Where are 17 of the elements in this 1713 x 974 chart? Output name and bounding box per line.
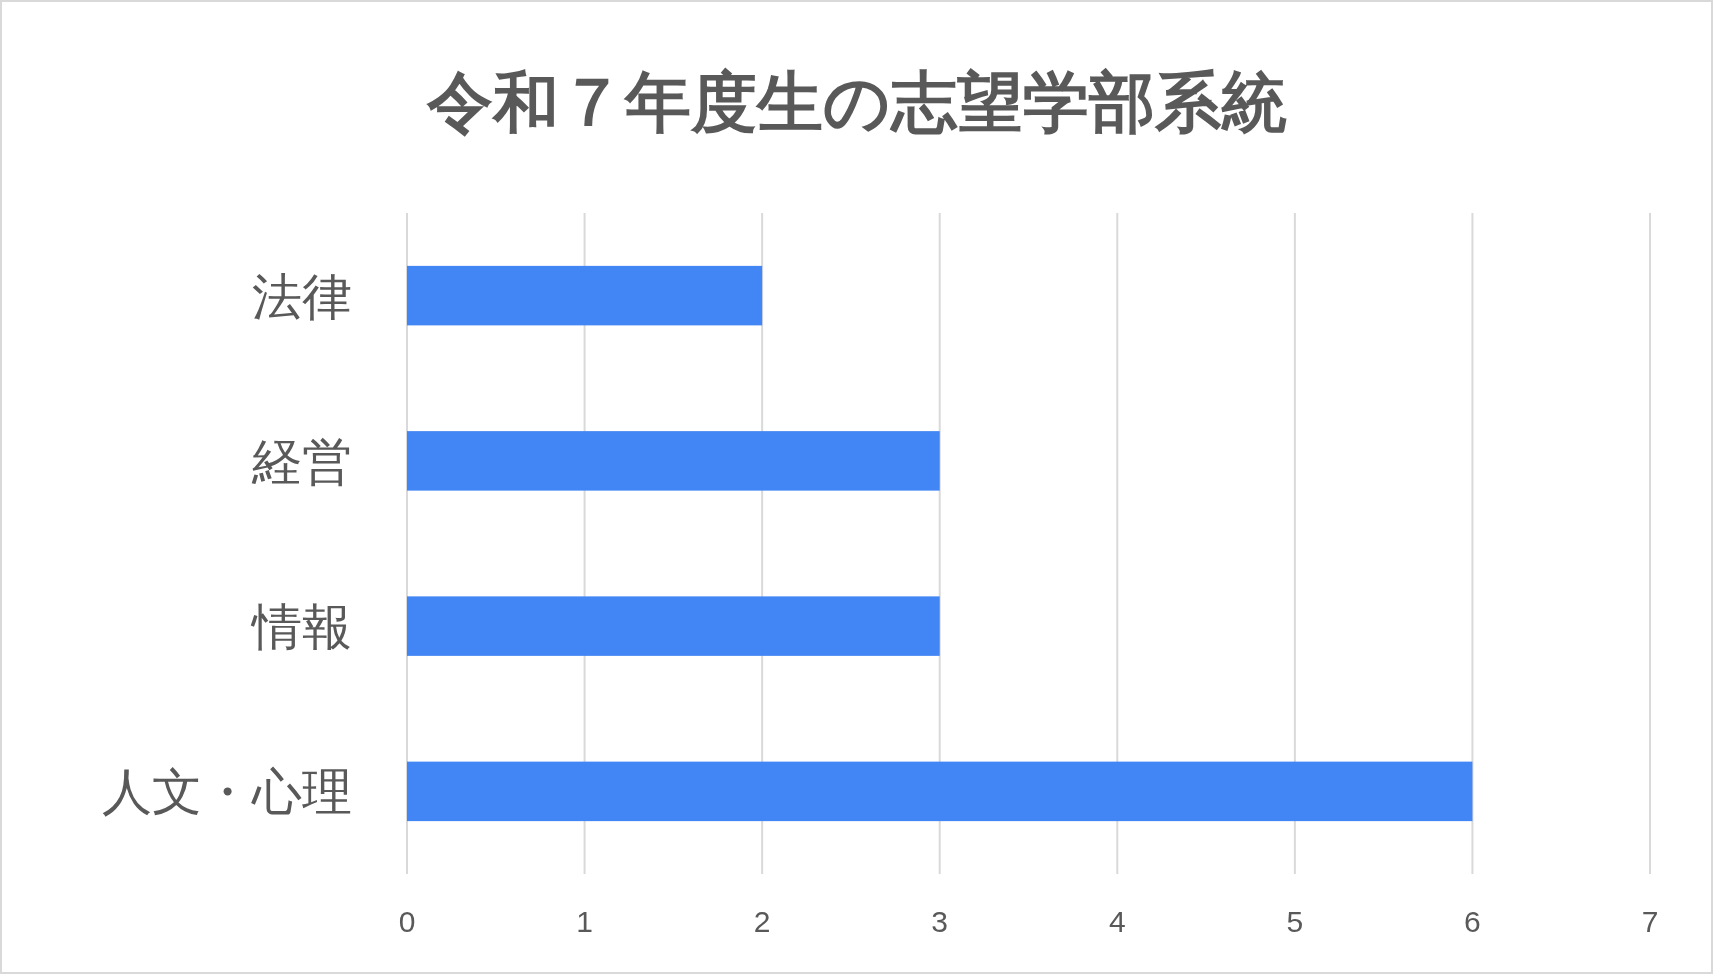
x-tick-label: 0: [398, 905, 416, 938]
x-tick-label: 6: [1464, 905, 1481, 938]
bar: [407, 265, 763, 326]
x-tick-label: 1: [576, 905, 593, 938]
x-tick-label: 5: [1286, 905, 1304, 938]
bar: [407, 431, 940, 491]
y-tick-label: 法律: [252, 268, 352, 325]
x-tick-label: 2: [753, 905, 771, 938]
y-tick-label: 経営: [251, 433, 352, 490]
x-tick-label: 3: [931, 905, 949, 938]
x-tick-label: 4: [1108, 905, 1126, 938]
bar: [407, 761, 1473, 822]
x-tick-label: 7: [1641, 905, 1659, 938]
chart-title: 令和７年度生の志望学部系統: [425, 65, 1287, 139]
y-tick-label: 人文・心理: [102, 764, 352, 821]
y-tick-label: 情報: [250, 599, 352, 656]
bar: [407, 596, 940, 656]
